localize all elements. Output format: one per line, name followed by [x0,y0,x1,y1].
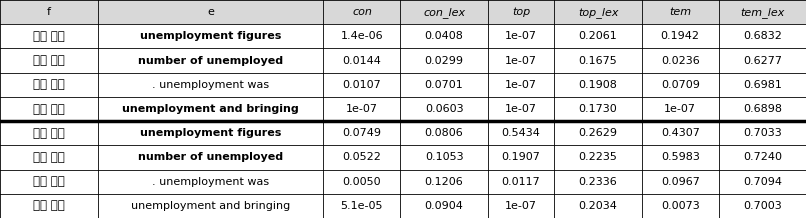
Text: 0.5983: 0.5983 [661,152,700,162]
Text: 1e-07: 1e-07 [505,56,537,66]
Text: unemployment and bringing: unemployment and bringing [123,104,299,114]
Text: 0.2336: 0.2336 [579,177,617,187]
Text: 0.7094: 0.7094 [743,177,782,187]
Text: 失业 人数: 失业 人数 [33,102,64,116]
Bar [0,0,806,24]
Text: 0.7003: 0.7003 [743,201,782,211]
Text: tem: tem [669,7,692,17]
Text: con: con [352,7,372,17]
Text: 1e-07: 1e-07 [505,104,537,114]
Text: 0.0144: 0.0144 [343,56,381,66]
Text: 0.0709: 0.0709 [661,80,700,90]
Text: 1e-07: 1e-07 [505,201,537,211]
Text: 失业 人数: 失业 人数 [33,54,64,67]
Text: . unemployment was: . unemployment was [152,80,269,90]
Text: 0.5434: 0.5434 [501,128,541,138]
Text: 0.1730: 0.1730 [579,104,617,114]
Text: top: top [512,7,530,17]
Text: 0.0236: 0.0236 [661,56,700,66]
Text: 0.0073: 0.0073 [661,201,700,211]
Text: 0.1053: 0.1053 [425,152,463,162]
Text: 0.0967: 0.0967 [661,177,700,187]
Text: number of unemployed: number of unemployed [138,56,283,66]
Text: 0.0522: 0.0522 [343,152,381,162]
Text: 0.0904: 0.0904 [425,201,463,211]
Text: unemployment figures: unemployment figures [139,31,281,41]
Text: unemployment and bringing: unemployment and bringing [131,201,290,211]
Text: 0.6832: 0.6832 [743,31,782,41]
Text: 1e-07: 1e-07 [505,80,537,90]
Text: 0.7033: 0.7033 [743,128,782,138]
Text: 0.0107: 0.0107 [343,80,381,90]
Text: 0.6898: 0.6898 [743,104,782,114]
Text: 0.6277: 0.6277 [743,56,782,66]
Text: 0.2235: 0.2235 [579,152,617,162]
Text: f: f [47,7,51,17]
Text: 0.1942: 0.1942 [661,31,700,41]
Text: unemployment figures: unemployment figures [139,128,281,138]
Text: . unemployment was: . unemployment was [152,177,269,187]
Text: 失业 人数: 失业 人数 [33,175,64,188]
Text: 0.1908: 0.1908 [579,80,617,90]
Text: 1e-07: 1e-07 [664,104,696,114]
Text: 0.2629: 0.2629 [579,128,617,138]
Text: 失业 人数: 失业 人数 [33,199,64,212]
Text: 0.6981: 0.6981 [743,80,782,90]
Text: 0.2061: 0.2061 [579,31,617,41]
Text: tem_lex: tem_lex [740,7,784,18]
Text: 0.0050: 0.0050 [343,177,381,187]
Text: 0.0299: 0.0299 [425,56,463,66]
Text: e: e [207,7,214,17]
Text: con_lex: con_lex [423,7,465,18]
Text: 1.4e-06: 1.4e-06 [341,31,383,41]
Text: 失业 人数: 失业 人数 [33,78,64,91]
Text: 0.0603: 0.0603 [425,104,463,114]
Text: 0.1675: 0.1675 [579,56,617,66]
Text: 0.2034: 0.2034 [579,201,617,211]
Text: 1e-07: 1e-07 [505,31,537,41]
Text: top_lex: top_lex [578,7,618,18]
Text: 失业 人数: 失业 人数 [33,127,64,140]
Text: 失业 人数: 失业 人数 [33,30,64,43]
Text: 0.0408: 0.0408 [425,31,463,41]
Text: 1e-07: 1e-07 [346,104,378,114]
Text: 失业 人数: 失业 人数 [33,151,64,164]
Text: 0.0117: 0.0117 [501,177,541,187]
Text: 0.1206: 0.1206 [425,177,463,187]
Text: 0.0749: 0.0749 [343,128,381,138]
Text: 0.7240: 0.7240 [743,152,782,162]
Text: 0.0701: 0.0701 [425,80,463,90]
Text: 0.4307: 0.4307 [661,128,700,138]
Text: 0.1907: 0.1907 [501,152,541,162]
Text: number of unemployed: number of unemployed [138,152,283,162]
Text: 5.1e-05: 5.1e-05 [341,201,383,211]
Text: 0.0806: 0.0806 [425,128,463,138]
